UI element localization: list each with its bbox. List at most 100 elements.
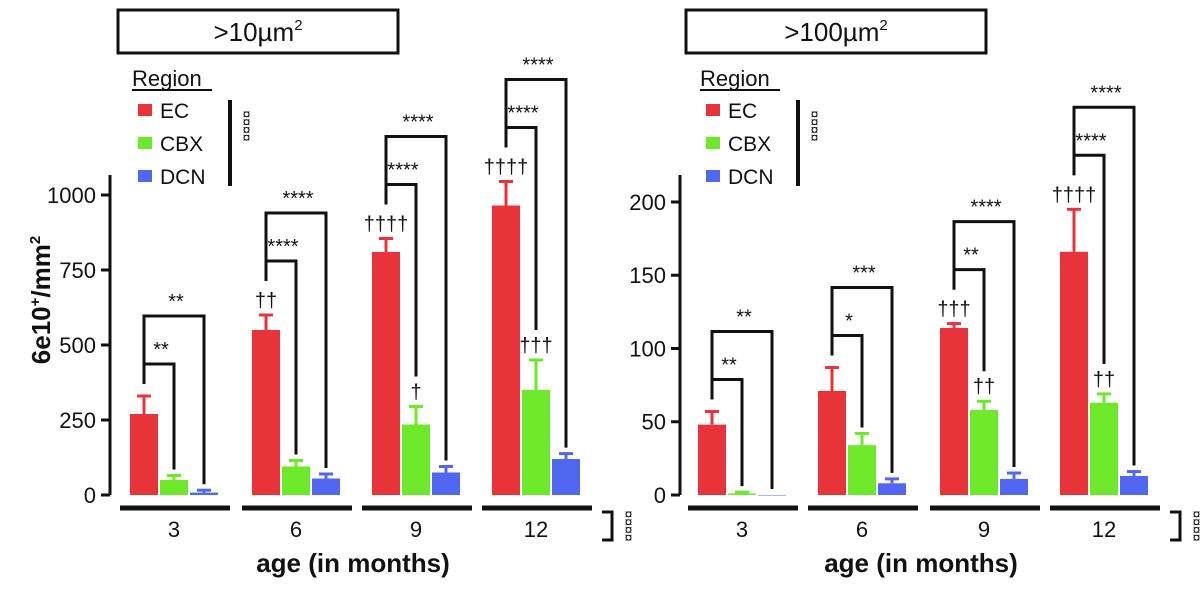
x-category-label: 6 xyxy=(290,517,302,542)
significance-stars: ** xyxy=(963,245,979,267)
significance-stars: **** xyxy=(522,55,553,77)
legend-swatch-ec xyxy=(138,104,152,116)
y-tick-label: 0 xyxy=(654,483,666,508)
panel-right: >100µm20501001502003****6****†††††9*****… xyxy=(629,8,1200,578)
significance-stars: ** xyxy=(736,306,752,328)
bar-cbx xyxy=(522,390,550,495)
legend-swatch-cbx xyxy=(138,137,152,149)
significance-stars: ** xyxy=(168,291,184,313)
significance-bracket xyxy=(264,211,328,468)
legend-label-cbx: CBX xyxy=(160,133,203,156)
y-tick-label: 250 xyxy=(59,408,96,433)
dagger-label: †† xyxy=(255,290,277,312)
y-axis-label: 6e10+/mm2 xyxy=(26,236,56,364)
dagger-label: ††† xyxy=(937,299,970,321)
dagger-label: † xyxy=(410,382,421,404)
x-category-label: 3 xyxy=(168,517,180,542)
title-box xyxy=(684,8,988,55)
x-group-significance: ¤¤¤¤ xyxy=(621,510,637,541)
panel-title-sup: 2 xyxy=(294,17,302,34)
significance-stars: **** xyxy=(507,103,538,125)
significance-stars: **** xyxy=(267,236,298,258)
significance-bracket xyxy=(142,314,206,485)
x-category-label: 9 xyxy=(410,517,422,542)
significance-stars: * xyxy=(845,311,853,333)
significance-bracket xyxy=(830,286,894,473)
legend-label-ec: EC xyxy=(728,100,757,123)
bar-cbx xyxy=(402,424,430,495)
bar-ec xyxy=(818,390,846,495)
bar-dcn xyxy=(312,478,340,495)
bar-cbx xyxy=(160,480,188,495)
bar-cbx xyxy=(728,493,756,495)
legend-title: Region xyxy=(700,66,770,91)
panel-title: >100µm2 xyxy=(784,17,888,47)
legend-title: Region xyxy=(132,66,202,91)
x-group-significance: ¤¤¤¤ xyxy=(1189,510,1200,541)
bar-dcn xyxy=(1000,478,1028,495)
x-category-label: 3 xyxy=(736,517,748,542)
bar-cbx xyxy=(970,410,998,495)
significance-stars: *** xyxy=(852,263,876,285)
x-category-label: 12 xyxy=(1092,517,1116,542)
bar-dcn xyxy=(1120,475,1148,495)
bar-ec xyxy=(698,424,726,495)
x-axis-label: age (in months) xyxy=(256,548,450,578)
significance-stars: **** xyxy=(1090,82,1121,104)
significance-stars: **** xyxy=(970,197,1001,219)
y-tick-label: 50 xyxy=(642,410,666,435)
title-box xyxy=(116,8,400,55)
bar-dcn xyxy=(432,472,460,495)
dagger-label: †† xyxy=(973,376,995,398)
panel-title-main: >10µm xyxy=(213,17,294,47)
significance-stars: **** xyxy=(402,112,433,134)
panel-title: >10µm2 xyxy=(213,17,302,47)
legend-swatch-cbx xyxy=(706,137,720,149)
x-category-label: 9 xyxy=(978,517,990,542)
bar-cbx xyxy=(848,445,876,495)
significance-bracket xyxy=(384,135,448,461)
significance-bracket xyxy=(1072,105,1136,466)
bar-ec xyxy=(940,327,968,495)
bar-dcn xyxy=(190,492,218,495)
legend-label-ec: EC xyxy=(160,100,189,123)
significance-stars: **** xyxy=(1075,130,1106,152)
panel-title-main: >100µm xyxy=(784,17,879,47)
significance-bracket xyxy=(504,78,568,448)
y-tick-label: 750 xyxy=(59,258,96,283)
significance-stars: ** xyxy=(153,339,169,361)
dagger-label: ††† xyxy=(519,335,552,357)
dagger-label: †† xyxy=(1093,369,1115,391)
bar-dcn xyxy=(878,483,906,495)
x-axis-label: age (in months) xyxy=(824,548,1018,578)
bar-cbx xyxy=(1090,402,1118,495)
bar-dcn xyxy=(552,459,580,495)
legend-swatch-ec xyxy=(706,104,720,116)
y-tick-label: 0 xyxy=(84,483,96,508)
dagger-label: †††† xyxy=(364,214,409,236)
legend-label-cbx: CBX xyxy=(728,133,771,156)
y-tick-label: 150 xyxy=(629,263,666,288)
x-group-bracket xyxy=(602,510,614,542)
panel-title-sup: 2 xyxy=(879,17,887,34)
legend-significance: ¤¤¤¤ xyxy=(239,110,255,141)
bar-ec xyxy=(130,414,158,495)
x-group-bracket xyxy=(1170,510,1182,542)
legend-significance: ¤¤¤¤ xyxy=(807,110,823,141)
significance-stars: ** xyxy=(721,354,737,376)
bar-cbx xyxy=(282,466,310,495)
bar-dcn xyxy=(758,495,786,496)
legend-swatch-dcn xyxy=(706,170,720,182)
y-tick-label: 100 xyxy=(629,336,666,361)
significance-bracket xyxy=(710,329,774,489)
legend-label-dcn: DCN xyxy=(160,166,206,189)
dagger-label: †††† xyxy=(1052,184,1097,206)
x-category-label: 12 xyxy=(524,517,548,542)
dagger-label: †††† xyxy=(484,157,529,179)
bar-ec xyxy=(492,205,520,495)
bar-ec xyxy=(1060,251,1088,495)
legend-swatch-dcn xyxy=(138,170,152,182)
bar-ec xyxy=(372,252,400,495)
